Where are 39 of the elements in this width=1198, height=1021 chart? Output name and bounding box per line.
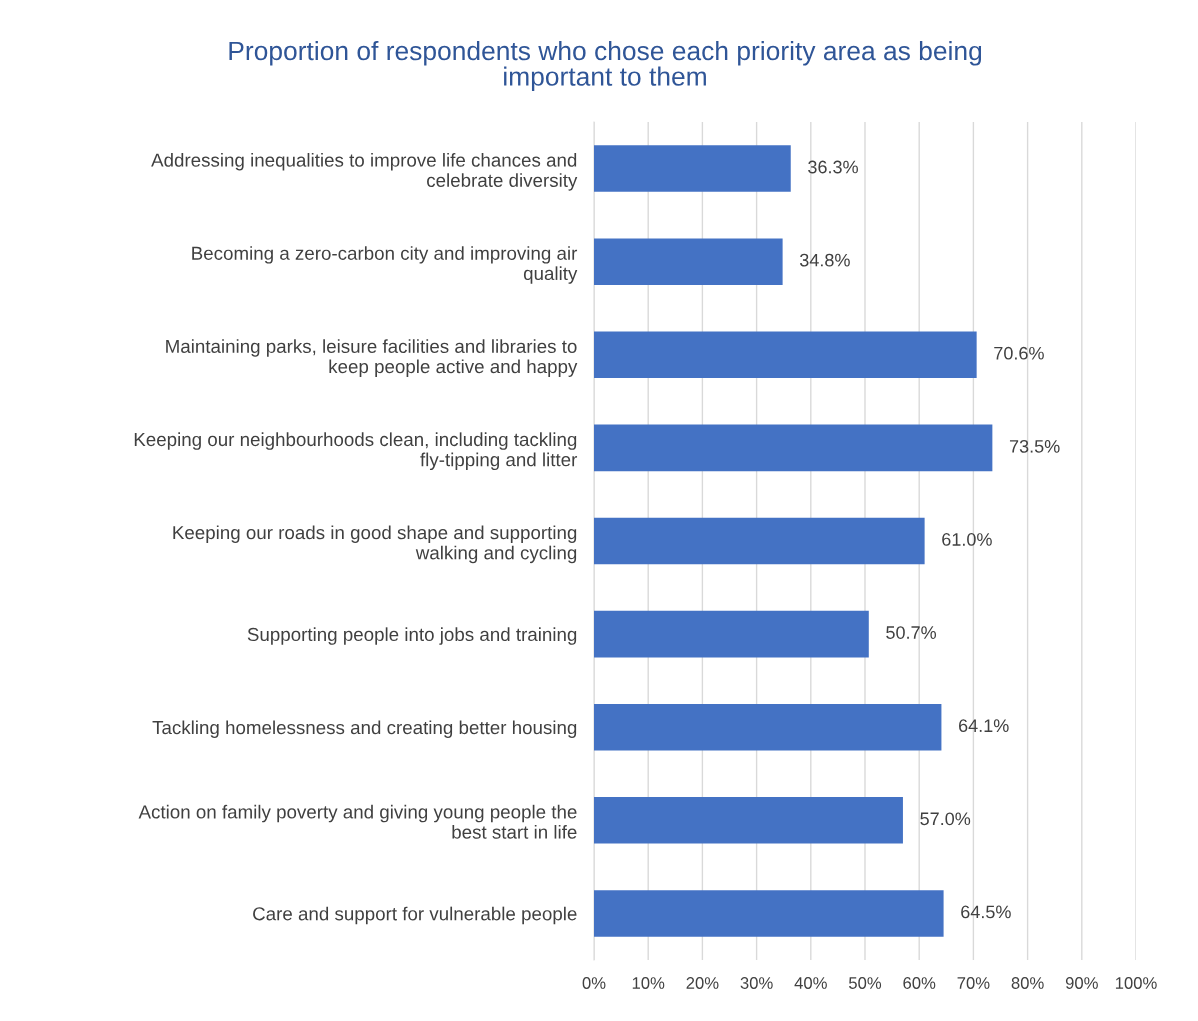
y-tick-label: Keeping our neighbourhoods clean, including tackling fly-tipping and litter (134, 432, 578, 471)
data-label: 61.0% (942, 533, 992, 546)
x-tick-label: 20% (686, 977, 719, 989)
bar (594, 517, 925, 565)
chart-title: Proportion of respondents who chose each priority area as being important to them (229, 40, 982, 92)
data-label: 36.3% (808, 160, 858, 174)
data-label: 50.7% (886, 626, 937, 639)
x-tick-label: 70% (957, 977, 990, 989)
y-tick-label: Becoming a zero-carbon city and improving air quality (192, 246, 578, 284)
bar (594, 145, 791, 192)
bar (594, 890, 944, 937)
bar (594, 331, 977, 379)
bar (594, 424, 993, 472)
y-tick-label: Maintaining parks, leisure facilities and libraries to keep people active and happy (166, 339, 578, 377)
data-label: 64.1% (959, 719, 1009, 733)
data-label: 34.8% (799, 253, 850, 267)
bar (594, 797, 903, 844)
data-label: 57.0% (920, 812, 971, 826)
x-tick-label: 50% (848, 977, 882, 989)
bar (594, 703, 942, 751)
data-label: 73.5% (1009, 439, 1060, 453)
x-tick-label: 40% (794, 977, 827, 989)
y-tick-label: Addressing inequalities to improve life chances and celebrate diversity (151, 153, 578, 191)
x-tick-label: 90% (1065, 977, 1098, 989)
x-tick-label: 30% (740, 977, 773, 989)
x-tick-label: 80% (1011, 977, 1044, 989)
data-label: 70.6% (994, 346, 1044, 360)
x-tick-label: 100% (1115, 977, 1157, 989)
y-tick-label: Action on family poverty and giving young people the best start in life (138, 804, 577, 839)
bar (594, 610, 869, 658)
y-tick-label: Keeping our roads in good shape and supporting walking and cycling (173, 525, 577, 564)
x-tick-label: 0% (582, 977, 606, 989)
y-tick-label: Tackling homelessness and creating better housing (152, 720, 577, 738)
data-label: 64.5% (961, 905, 1011, 919)
bar (594, 238, 783, 285)
y-tick-label: Supporting people into jobs and training (247, 627, 577, 645)
y-tick-label: Care and support for vulnerable people (253, 906, 577, 925)
x-tick-label: 10% (632, 977, 665, 989)
x-tick-label: 60% (903, 977, 936, 989)
